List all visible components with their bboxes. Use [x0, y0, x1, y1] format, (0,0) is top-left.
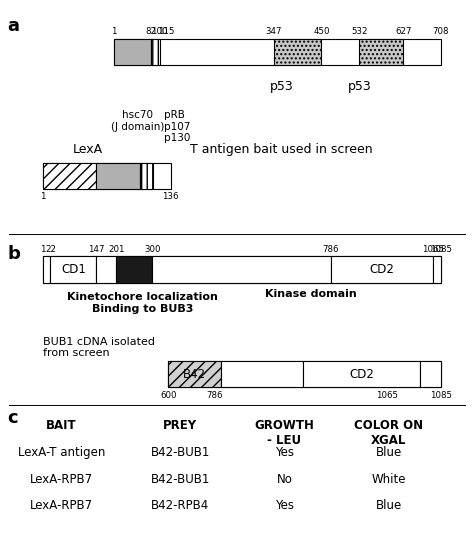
Text: 600: 600: [160, 391, 176, 399]
Bar: [43, 163, 171, 189]
Text: Yes: Yes: [275, 499, 294, 512]
Text: p53: p53: [347, 80, 371, 93]
Text: 786: 786: [206, 391, 222, 399]
Text: Blue: Blue: [375, 499, 402, 512]
Bar: [168, 361, 221, 387]
Text: LexA: LexA: [73, 143, 103, 156]
Text: LexA-RPB7: LexA-RPB7: [30, 499, 93, 512]
Text: B42-BUB1: B42-BUB1: [150, 446, 210, 460]
Bar: [331, 256, 434, 283]
Text: COLOR ON
XGAL: COLOR ON XGAL: [354, 419, 423, 447]
Bar: [434, 256, 441, 283]
Text: Kinetochore localization
Binding to BUB3: Kinetochore localization Binding to BUB3: [67, 292, 218, 314]
Text: 201: 201: [108, 245, 124, 254]
Text: Kinase domain: Kinase domain: [264, 289, 356, 299]
Text: PREY: PREY: [163, 419, 197, 432]
Text: CD1: CD1: [61, 263, 86, 276]
Text: p53: p53: [270, 80, 294, 93]
Bar: [114, 39, 151, 65]
Text: Blue: Blue: [375, 446, 402, 460]
Text: 1065: 1065: [422, 245, 445, 254]
Text: 1: 1: [40, 245, 46, 254]
Bar: [43, 163, 96, 189]
Text: B42: B42: [183, 368, 206, 381]
Text: CD2: CD2: [370, 263, 395, 276]
Text: T antigen bait used in screen: T antigen bait used in screen: [190, 143, 372, 156]
Text: 708: 708: [433, 28, 449, 36]
Text: B42-BUB1: B42-BUB1: [150, 473, 210, 486]
Text: 100: 100: [151, 28, 168, 36]
Text: c: c: [7, 409, 18, 427]
Text: White: White: [372, 473, 406, 486]
Text: 136: 136: [163, 192, 179, 201]
Text: 1: 1: [40, 192, 46, 201]
Text: pRB
p107
p130: pRB p107 p130: [164, 110, 190, 143]
Bar: [96, 163, 140, 189]
Bar: [43, 256, 50, 283]
Bar: [140, 163, 154, 189]
Bar: [359, 39, 403, 65]
Text: BAIT: BAIT: [46, 419, 77, 432]
Text: LexA-T antigen: LexA-T antigen: [18, 446, 105, 460]
Bar: [153, 256, 331, 283]
Text: 786: 786: [323, 245, 339, 254]
Text: 1085: 1085: [430, 245, 452, 254]
Bar: [168, 361, 441, 387]
Text: Yes: Yes: [275, 446, 294, 460]
Text: 532: 532: [351, 28, 368, 36]
Bar: [43, 256, 441, 283]
Text: 1065: 1065: [376, 391, 398, 399]
Text: 347: 347: [265, 28, 282, 36]
Bar: [221, 361, 303, 387]
Text: 1085: 1085: [430, 391, 452, 399]
Bar: [96, 256, 116, 283]
Text: 1: 1: [111, 28, 117, 36]
Bar: [420, 361, 441, 387]
Text: CD2: CD2: [349, 368, 374, 381]
Text: 82: 82: [146, 28, 157, 36]
Text: 300: 300: [144, 245, 161, 254]
Text: 115: 115: [158, 28, 175, 36]
Bar: [50, 256, 96, 283]
Text: 627: 627: [395, 28, 411, 36]
Text: B42-RPB4: B42-RPB4: [151, 499, 209, 512]
Text: GROWTH
- LEU: GROWTH - LEU: [255, 419, 314, 447]
Text: LexA-RPB7: LexA-RPB7: [30, 473, 93, 486]
Text: 450: 450: [313, 28, 330, 36]
Bar: [303, 361, 420, 387]
Text: b: b: [7, 245, 20, 263]
Text: hsc70
(J domain): hsc70 (J domain): [111, 110, 164, 132]
Text: a: a: [7, 17, 19, 35]
Bar: [274, 39, 321, 65]
Bar: [151, 39, 160, 65]
Bar: [114, 39, 441, 65]
Text: 22: 22: [45, 245, 56, 254]
Text: 147: 147: [88, 245, 105, 254]
Text: No: No: [276, 473, 292, 486]
Bar: [116, 256, 153, 283]
Text: BUB1 cDNA isolated
from screen: BUB1 cDNA isolated from screen: [43, 337, 155, 359]
